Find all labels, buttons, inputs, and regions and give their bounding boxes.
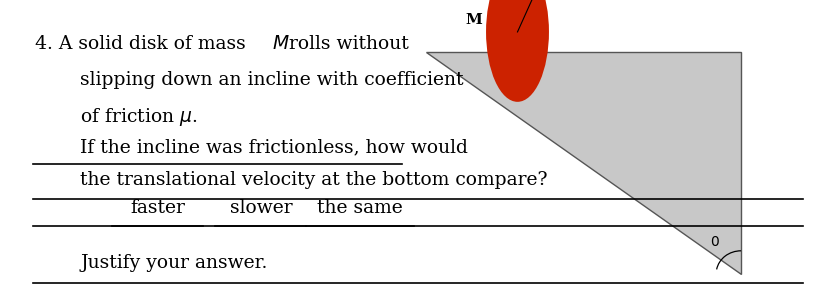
Text: of friction $\mu$.: of friction $\mu$. <box>80 105 198 128</box>
Ellipse shape <box>485 0 548 102</box>
Text: $M$: $M$ <box>272 35 289 53</box>
Text: M: M <box>465 13 481 27</box>
Text: slipping down an incline with coefficient: slipping down an incline with coefficien… <box>80 71 463 89</box>
Polygon shape <box>426 52 740 274</box>
Text: Justify your answer.: Justify your answer. <box>80 254 267 271</box>
Text: 4. A solid disk of mass: 4. A solid disk of mass <box>35 35 251 53</box>
Text: If the incline was frictionless, how would: If the incline was frictionless, how wou… <box>80 138 467 156</box>
Text: 0: 0 <box>710 235 718 249</box>
Text: slower: slower <box>229 199 292 217</box>
Text: rolls without: rolls without <box>283 35 409 53</box>
Text: the same: the same <box>317 199 403 217</box>
Text: faster: faster <box>130 199 184 217</box>
Text: the translational velocity at the bottom compare?: the translational velocity at the bottom… <box>80 171 547 189</box>
